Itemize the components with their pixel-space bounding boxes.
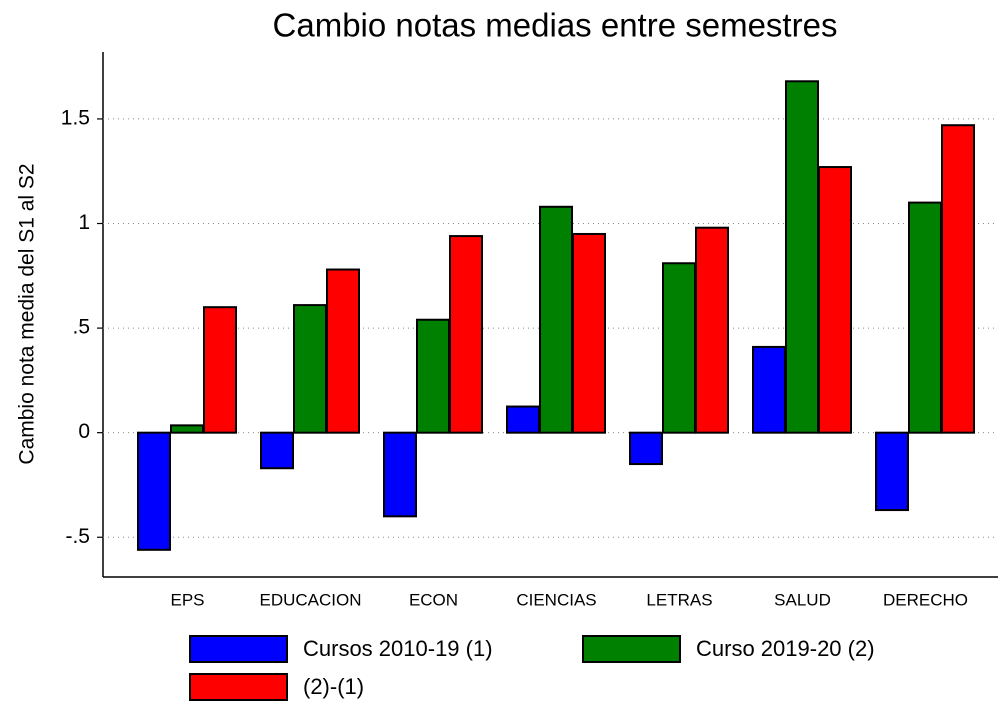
legend-label: (2)-(1) (303, 674, 364, 699)
bar (383, 431, 417, 518)
bar (941, 124, 975, 434)
bar (137, 431, 171, 551)
bar (326, 268, 360, 434)
x-tick-label: EDUCACION (259, 590, 361, 609)
bar (170, 424, 204, 434)
bar (203, 306, 237, 434)
x-tick-label: LETRAS (646, 590, 712, 609)
x-tick-label: EPS (170, 590, 204, 609)
y-tick-label: 1.5 (61, 106, 90, 129)
bar (695, 226, 729, 434)
bar (875, 431, 909, 512)
bar (449, 235, 483, 434)
legend-label: Cursos 2010-19 (1) (303, 636, 493, 661)
x-tick-label: DERECHO (883, 590, 968, 609)
bar (662, 262, 696, 434)
bar (572, 232, 606, 434)
x-tick-label: SALUD (774, 590, 831, 609)
bar (752, 345, 786, 434)
bar (818, 166, 852, 434)
legend-swatch (189, 635, 288, 663)
x-tick-label: CIENCIAS (516, 590, 596, 609)
bar (629, 431, 663, 466)
bar (293, 304, 327, 434)
y-tick-label: -.5 (65, 525, 90, 548)
bar (908, 201, 942, 434)
y-tick-label: 1 (78, 211, 90, 234)
y-axis-title: Cambio nota media del S1 al S2 (16, 163, 39, 464)
x-tick-label: ECON (409, 590, 458, 609)
y-tick-label: .5 (72, 316, 90, 339)
y-tick-label: 0 (78, 420, 90, 443)
legend-swatch (189, 673, 288, 701)
legend-label: Curso 2019-20 (2) (696, 636, 875, 661)
legend-swatch (582, 635, 681, 663)
bar (506, 405, 540, 434)
bar (539, 205, 573, 434)
bar (260, 431, 294, 470)
bar (416, 318, 450, 434)
chart-title: Cambio notas medias entre semestres (273, 7, 838, 44)
bar (785, 80, 819, 434)
